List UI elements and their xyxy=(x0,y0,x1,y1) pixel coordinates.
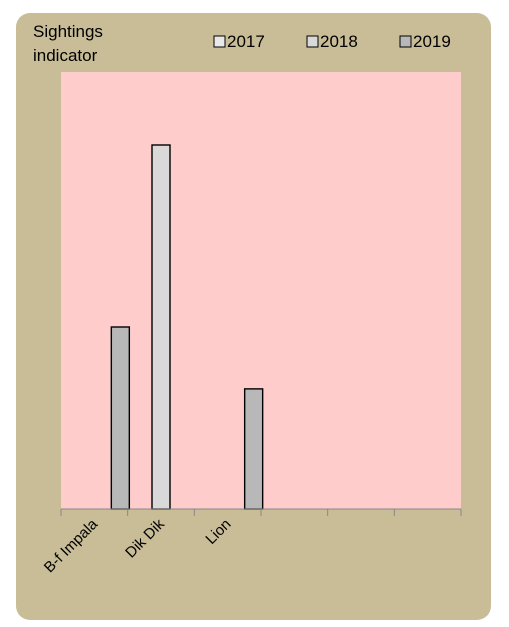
bar-lion-2019 xyxy=(243,388,264,510)
legend-label-2018: 2018 xyxy=(320,32,358,51)
legend-swatch-2019 xyxy=(399,35,412,48)
legend-label-2019: 2019 xyxy=(413,32,451,51)
legend-swatch-2017 xyxy=(213,35,226,48)
bar-b-f-impala-2019 xyxy=(110,326,131,510)
legend-swatch-2018 xyxy=(306,35,319,48)
x-tick-label: Lion xyxy=(202,516,234,548)
x-axis-group: B-f Impala Dik Dik Lion xyxy=(41,508,462,576)
y-axis-label: Sightings indicator xyxy=(33,22,103,65)
legend-label-2017: 2017 xyxy=(227,32,265,51)
legend: 2017 2018 2019 xyxy=(213,32,451,51)
y-axis-label-line-1: Sightings xyxy=(33,22,103,41)
x-tick-label: B-f Impala xyxy=(41,515,102,576)
y-axis-label-line-2: indicator xyxy=(33,46,98,65)
bar-dik-dik-2018 xyxy=(151,144,171,510)
bars-group xyxy=(110,144,264,510)
x-tick-label: Dik Dik xyxy=(122,515,168,561)
